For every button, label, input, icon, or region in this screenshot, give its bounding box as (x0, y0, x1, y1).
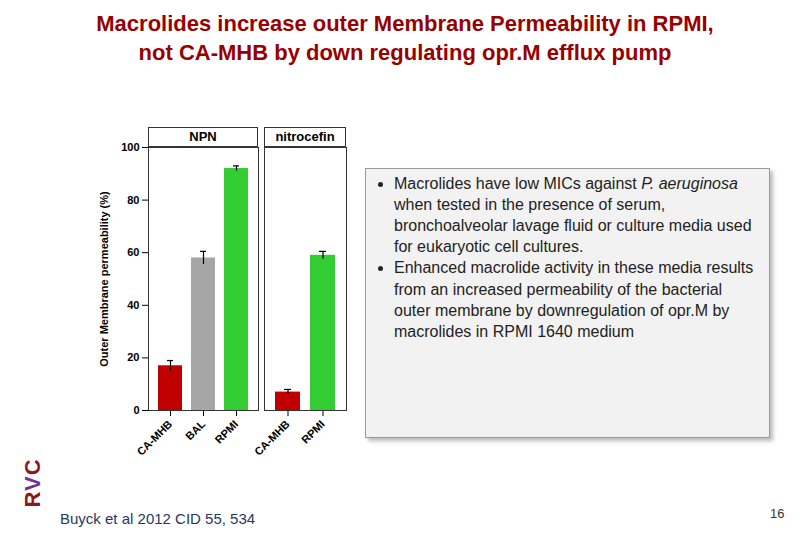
svg-text:0: 0 (133, 404, 139, 416)
svg-text:40: 40 (127, 299, 139, 311)
svg-text:20: 20 (127, 351, 139, 363)
html-text:V: V (19, 475, 45, 491)
svg-text:RPMI: RPMI (299, 418, 327, 446)
html-text:when tested in the presence of: when tested in the presence of serum, br… (394, 196, 752, 256)
svg-text:80: 80 (127, 194, 139, 206)
svg-text:Outer Membrane permeability (%: Outer Membrane permeability (%) (98, 191, 110, 367)
html-text:Enhanced macrolide activity in: Enhanced macrolide activity in these med… (394, 259, 754, 340)
html-text:Macrolides increase outer Memb: Macrolides increase outer Membrane Perme… (96, 11, 714, 36)
html-text:nitrocefin: nitrocefin (275, 129, 335, 144)
html-text:NPN: NPN (189, 129, 217, 144)
svg-text:60: 60 (127, 246, 139, 258)
svg-text:BAL: BAL (183, 418, 208, 443)
html-text:C: C (19, 458, 45, 476)
svg-text:100: 100 (121, 141, 139, 153)
html-text:R: R (19, 491, 45, 508)
html-text:16: 16 (770, 506, 785, 521)
html-text:Buyck et al 2012 CID 55, 534: Buyck et al 2012 CID 55, 534 (60, 510, 256, 527)
svg-text:RPMI: RPMI (212, 418, 240, 446)
svg-text:CA-MHB: CA-MHB (134, 418, 174, 458)
html-text:not CA-MHB by down regulating: not CA-MHB by down regulating opr.M effl… (138, 39, 672, 65)
html-text:Macrolides have low MICs again: Macrolides have low MICs against P. aeru… (394, 175, 738, 192)
svg-text:CA-MHB: CA-MHB (252, 418, 292, 458)
